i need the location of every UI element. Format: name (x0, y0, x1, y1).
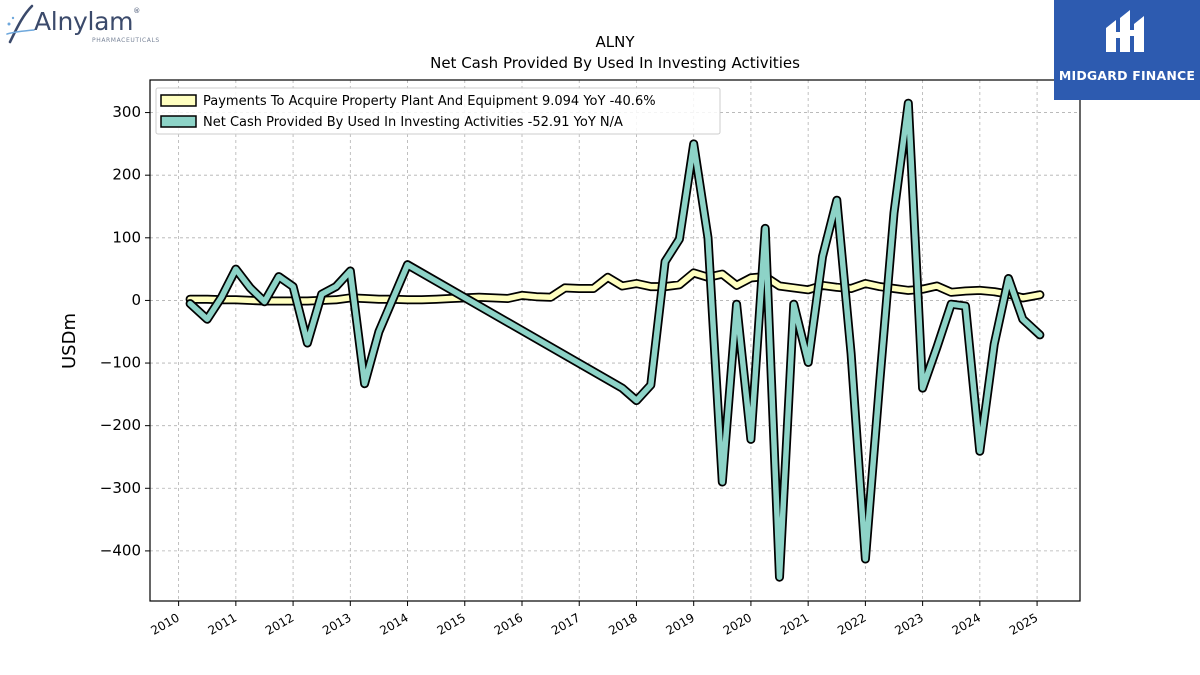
chart-subtitle: Net Cash Provided By Used In Investing A… (430, 54, 800, 72)
legend: Payments To Acquire Property Plant And E… (155, 87, 721, 135)
y-tick-label: −300 (100, 479, 141, 497)
x-tick-label: 2016 (492, 611, 525, 638)
plot-frame (149, 79, 1081, 602)
y-axis-label: USDm (59, 313, 80, 369)
series-investing (185, 98, 1045, 582)
x-tick-label: 2021 (778, 611, 811, 638)
x-tick-label: 2025 (1007, 611, 1040, 638)
x-tick-label: 2012 (263, 611, 296, 638)
y-tick-label: −200 (100, 416, 141, 434)
x-tick-label: 2017 (549, 611, 582, 638)
series-layer (185, 98, 1045, 582)
series-line (187, 100, 1043, 580)
x-tick-label: 2014 (377, 611, 410, 638)
x-tick-label: 2020 (721, 611, 754, 638)
alnylam-swoosh-icon (6, 4, 35, 44)
series-line (187, 270, 1043, 304)
legend-box (155, 87, 721, 135)
x-tick-label: 2018 (606, 611, 639, 638)
x-tick-label: 2024 (950, 611, 983, 638)
y-tick-label: 100 (112, 228, 141, 246)
alnylam-subtitle: PHARMACEUTICALS (92, 37, 160, 44)
y-tick-label: 0 (131, 291, 141, 309)
chart-title: ALNY (595, 33, 635, 51)
alnylam-logo: Alnylam® PHARMACEUTICALS (4, 4, 164, 48)
y-tick-label: 200 (112, 166, 141, 184)
midgard-logo-icon (1106, 10, 1144, 52)
y-tick-label: −100 (100, 354, 141, 372)
y-tick-label: 300 (112, 103, 141, 121)
x-tick-label: 2015 (435, 611, 468, 638)
legend-swatch-investing (160, 115, 197, 128)
x-tick-label: 2010 (148, 611, 181, 638)
x-tick-label: 2023 (892, 611, 925, 638)
x-tick-label: 2022 (835, 611, 868, 638)
x-tick-label: 2011 (206, 611, 239, 638)
legend-label-ppe: Payments To Acquire Property Plant And E… (203, 94, 656, 109)
legend-swatch-ppe (160, 94, 197, 107)
midgard-wordmark: MIDGARD FINANCE (1058, 68, 1196, 83)
y-tick-label: −400 (100, 541, 141, 559)
midgard-finance-logo: MIDGARD FINANCE (1054, 0, 1200, 100)
legend-label-investing: Net Cash Provided By Used In Investing A… (203, 115, 623, 130)
x-tick-label: 2013 (320, 611, 353, 638)
x-tick-label: 2019 (663, 611, 696, 638)
series-ppe (185, 268, 1045, 306)
alnylam-wordmark: Alnylam® (34, 7, 140, 36)
